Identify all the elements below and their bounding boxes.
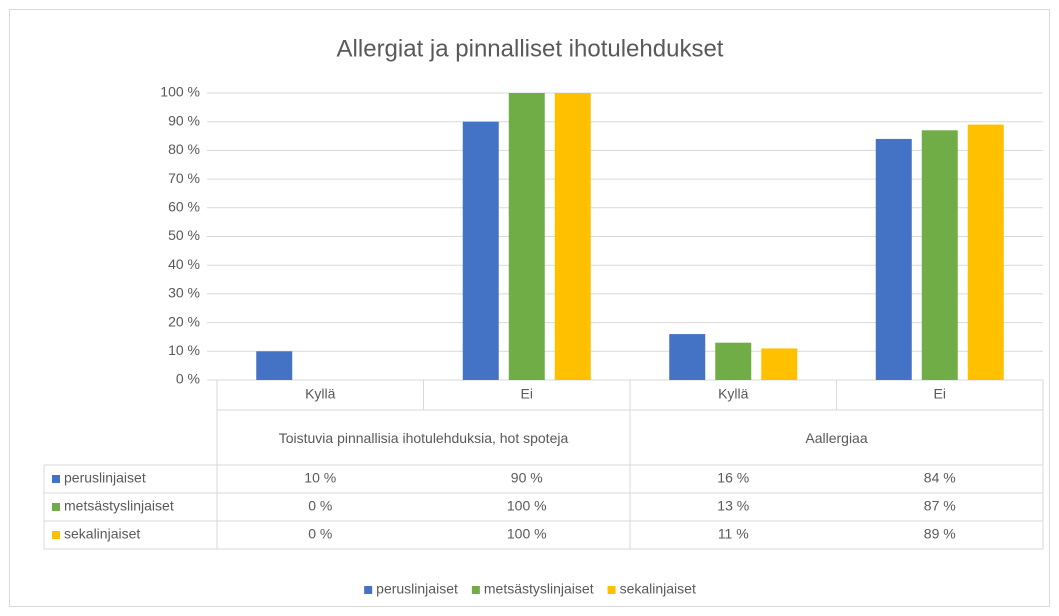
y-tick-label: 90 % bbox=[168, 112, 200, 128]
table-value: 16 % bbox=[717, 470, 749, 486]
y-tick-label: 40 % bbox=[168, 256, 200, 272]
y-tick-label: 100 % bbox=[160, 84, 200, 100]
legend-key bbox=[364, 586, 373, 594]
legend-key bbox=[471, 586, 480, 594]
legend-label: sekalinjaiset bbox=[620, 581, 696, 597]
group-label: Aallergiaa bbox=[805, 429, 868, 446]
x-tick-label: Ei bbox=[934, 386, 946, 402]
chart-title: Allergiat ja pinnalliset ihotulehdukset bbox=[337, 35, 724, 62]
bar bbox=[462, 121, 499, 380]
bar bbox=[921, 130, 958, 380]
table-legend-key bbox=[52, 475, 60, 483]
table-value: 90 % bbox=[511, 470, 543, 486]
bar bbox=[715, 342, 752, 380]
x-tick-label: Kyllä bbox=[718, 386, 749, 402]
table-value: 13 % bbox=[717, 498, 749, 514]
y-tick-label: 50 % bbox=[168, 227, 200, 243]
bar bbox=[761, 348, 798, 380]
legend-item: peruslinjaiset bbox=[364, 581, 458, 597]
legend-label: metsästyslinjaiset bbox=[484, 581, 594, 597]
table-value: 0 % bbox=[308, 498, 332, 514]
y-tick-label: 80 % bbox=[168, 141, 200, 157]
y-tick-label: 20 % bbox=[168, 313, 200, 329]
legend-key bbox=[607, 586, 616, 594]
y-tick-label: 70 % bbox=[168, 170, 200, 186]
y-tick-label: 0 % bbox=[176, 371, 200, 387]
y-tick-label: 10 % bbox=[168, 342, 200, 358]
x-tick-label: Ei bbox=[521, 386, 533, 402]
bar bbox=[554, 93, 591, 380]
bar bbox=[508, 93, 545, 380]
table-value: 0 % bbox=[308, 526, 332, 542]
y-tick-label: 30 % bbox=[168, 285, 200, 301]
bar bbox=[256, 351, 293, 380]
x-tick-label: Kyllä bbox=[305, 386, 336, 402]
table-legend-key bbox=[52, 531, 60, 539]
group-label-box: Toistuvia pinnallisia ihotulehduksia, ho… bbox=[278, 429, 569, 446]
table-series-name: peruslinjaiset bbox=[64, 470, 146, 486]
table-value: 11 % bbox=[718, 526, 749, 542]
table-value: 87 % bbox=[924, 498, 956, 514]
table-value: 100 % bbox=[507, 498, 547, 514]
table-value: 10 % bbox=[304, 470, 336, 486]
legend-item: sekalinjaiset bbox=[607, 581, 696, 597]
y-tick-label: 60 % bbox=[168, 199, 200, 215]
legend-label: peruslinjaiset bbox=[376, 581, 458, 597]
table-series-name: sekalinjaiset bbox=[64, 526, 140, 542]
table-value: 84 % bbox=[924, 470, 956, 486]
group-label: Toistuvia pinnallisia ihotulehduksia, ho… bbox=[278, 429, 569, 446]
legend-item: metsästyslinjaiset bbox=[471, 581, 594, 597]
bar bbox=[875, 138, 912, 380]
bar bbox=[669, 334, 706, 380]
table-legend-key bbox=[52, 503, 60, 511]
table-value: 100 % bbox=[507, 526, 547, 542]
table-series-name: metsästyslinjaiset bbox=[64, 498, 174, 514]
group-label-box: Aallergiaa bbox=[805, 429, 868, 446]
table-value: 89 % bbox=[924, 526, 956, 542]
bar bbox=[967, 124, 1004, 380]
